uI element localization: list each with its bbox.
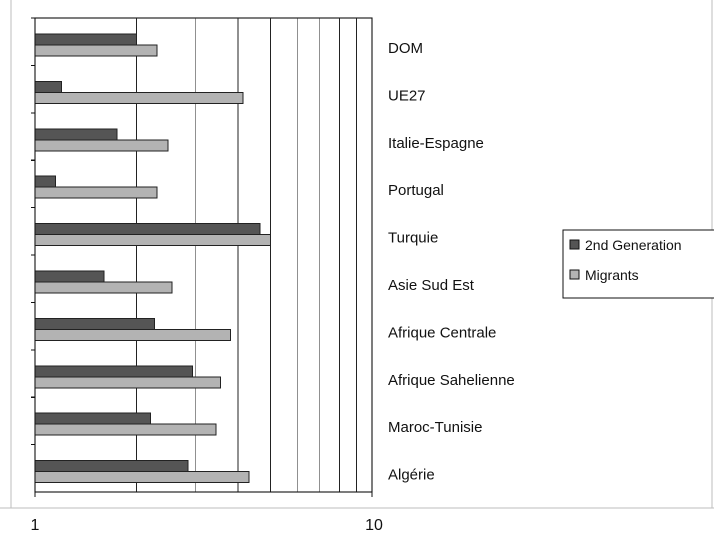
bar-migrants-algerie bbox=[34, 471, 250, 484]
bar-2nd-generation-italie-espagne bbox=[34, 128, 118, 141]
bar-migrants-maroc-tunisie bbox=[34, 423, 217, 436]
bar-migrants-afrique-sahelienne bbox=[34, 376, 221, 389]
bar-migrants-asie-sud-est bbox=[34, 281, 173, 294]
bar-2nd-generation-turquie bbox=[34, 223, 261, 236]
category-label-portugal: Portugal bbox=[388, 182, 444, 199]
legend-label-2nd-generation: 2nd Generation bbox=[585, 237, 682, 253]
bar-migrants-turquie bbox=[34, 234, 272, 247]
bar-2nd-generation-afrique-centrale bbox=[34, 317, 155, 330]
bar-2nd-generation-dom bbox=[34, 33, 137, 46]
bar-2nd-generation-asie-sud-est bbox=[34, 270, 105, 283]
category-label-maroc-tunisie: Maroc-Tunisie bbox=[388, 419, 482, 436]
bar-migrants-portugal bbox=[34, 186, 158, 199]
bar-migrants-italie-espagne bbox=[34, 139, 169, 152]
bar-migrants-afrique-centrale bbox=[34, 328, 231, 341]
category-labels: DOM UE27 Italie-Espagne Portugal Turquie Asie… bbox=[388, 40, 515, 484]
category-label-dom: DOM bbox=[388, 40, 423, 57]
x-tick-label-10: 10 bbox=[365, 517, 383, 534]
legend-swatch-migrants bbox=[569, 269, 580, 280]
legend-label-migrants: Migrants bbox=[585, 267, 639, 283]
bars-layer bbox=[34, 33, 272, 484]
category-label-afrique-centrale: Afrique Centrale bbox=[388, 324, 496, 341]
legend-swatch-2nd-generation bbox=[569, 239, 580, 250]
bar-2nd-generation-algerie bbox=[34, 460, 189, 473]
bar-migrants-ue27 bbox=[34, 91, 244, 104]
category-label-asie-sud-est: Asie Sud Est bbox=[388, 277, 475, 294]
bar-2nd-generation-portugal bbox=[34, 175, 56, 188]
bar-2nd-generation-afrique-sahelienne bbox=[34, 365, 193, 378]
category-label-algerie: Algérie bbox=[388, 467, 435, 484]
category-label-italie-espagne: Italie-Espagne bbox=[388, 135, 484, 152]
x-axis-tick-labels: 1 10 bbox=[31, 517, 383, 534]
category-label-afrique-sahelienne: Afrique Sahelienne bbox=[388, 372, 515, 389]
axis-layer bbox=[31, 17, 373, 497]
bar-2nd-generation-ue27 bbox=[34, 80, 63, 93]
legend-box bbox=[562, 229, 714, 299]
category-label-ue27: UE27 bbox=[388, 87, 426, 104]
x-tick-label-1: 1 bbox=[31, 517, 40, 534]
bar-2nd-generation-maroc-tunisie bbox=[34, 412, 151, 425]
category-label-turquie: Turquie bbox=[388, 230, 438, 247]
legend: 2nd Generation Migrants bbox=[562, 229, 714, 299]
bar-migrants-dom bbox=[34, 44, 158, 57]
